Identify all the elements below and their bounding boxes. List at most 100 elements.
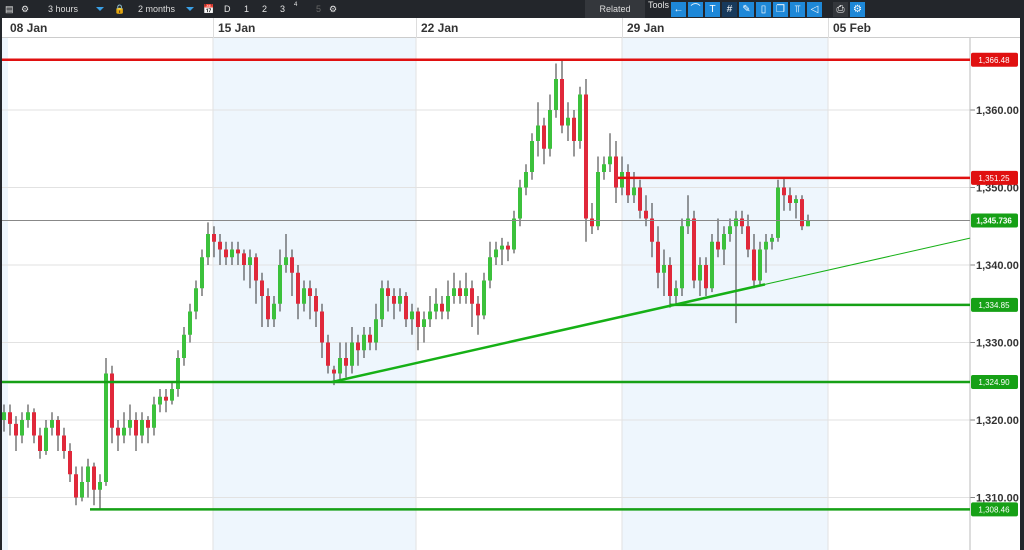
date-label: 05 Feb — [833, 21, 872, 35]
candle-body — [794, 199, 798, 203]
related-button[interactable]: Related — [585, 0, 645, 18]
candle — [518, 179, 522, 227]
candle-body — [158, 396, 162, 405]
candle-body — [140, 420, 144, 436]
grid-icon[interactable]: # — [722, 2, 737, 17]
candle — [566, 102, 570, 141]
period-3[interactable]: 3 — [280, 4, 286, 14]
candle-body — [44, 427, 48, 451]
candle-body — [272, 303, 276, 320]
candle-body — [650, 218, 654, 242]
candle-body — [602, 164, 606, 172]
level-badge — [971, 375, 1018, 390]
candle — [614, 141, 618, 203]
trend-line — [331, 283, 766, 384]
candle-body — [764, 241, 768, 250]
candle-body — [362, 334, 366, 351]
candle-body — [2, 412, 6, 420]
candle-body — [740, 218, 744, 227]
candle-body — [422, 319, 426, 327]
candle-body — [164, 396, 168, 401]
candle-body — [614, 156, 618, 188]
candle — [662, 249, 666, 296]
week-band — [0, 38, 8, 550]
settings-icon[interactable]: ⚙ — [850, 2, 865, 17]
candle-body — [290, 257, 294, 273]
layers-icon[interactable]: ❐ — [773, 2, 788, 17]
gear-icon[interactable]: ⚙ — [21, 4, 30, 14]
candle — [638, 179, 642, 219]
candle — [710, 234, 714, 293]
candle-body — [176, 358, 180, 389]
candle-body — [758, 249, 762, 281]
candle-icon[interactable]: ▯ — [756, 2, 771, 17]
calendar-icon[interactable]: 📅 — [203, 4, 215, 14]
candle-body — [476, 303, 480, 316]
candle — [452, 272, 456, 304]
candle-body — [692, 218, 696, 281]
candle — [188, 303, 192, 343]
candle — [626, 164, 630, 203]
candle-body — [284, 257, 288, 265]
candle — [794, 195, 798, 219]
candle-body — [770, 237, 774, 242]
print-icon[interactable]: ⎙ — [833, 2, 848, 17]
candle-body — [296, 272, 300, 304]
candle — [32, 408, 36, 444]
candle — [512, 210, 516, 254]
candle — [470, 280, 474, 327]
candle — [368, 327, 372, 351]
candle — [122, 412, 126, 444]
shape-icon[interactable]: ◁ — [807, 2, 822, 17]
level-badge-label: 1,351.25 — [978, 174, 1010, 183]
candle-body — [236, 249, 240, 254]
gear-icon[interactable]: ⚙ — [329, 4, 338, 14]
candle — [548, 94, 552, 157]
interval-select[interactable]: 3 hours — [42, 0, 108, 18]
candle — [290, 249, 294, 296]
candle — [776, 179, 780, 242]
back-arrow-icon[interactable]: ← — [671, 2, 686, 17]
range-select[interactable]: 2 months — [132, 0, 198, 18]
candle-body — [86, 466, 90, 482]
period-2[interactable]: 2 — [262, 4, 268, 14]
draw-icon[interactable]: ✎ — [739, 2, 754, 17]
fib-icon[interactable]: ⫪ — [790, 2, 805, 17]
candle — [692, 210, 696, 289]
price-chart[interactable]: 1,360.00 1,350.00 1,340.00 1,330.00 1,320.00… — [0, 38, 1020, 550]
candle — [302, 280, 306, 312]
candle — [476, 296, 480, 335]
candle — [728, 218, 732, 242]
period-5[interactable]: 5 — [316, 4, 322, 14]
candle-body — [14, 423, 18, 436]
candle — [344, 342, 348, 378]
period-d[interactable]: D — [224, 4, 231, 14]
period-1[interactable]: 1 — [244, 4, 250, 14]
candle-body — [518, 187, 522, 219]
lock-icon[interactable]: 🔒 — [114, 4, 126, 14]
level-badge — [971, 502, 1018, 517]
text-icon[interactable]: T — [705, 2, 720, 17]
candle-body — [374, 319, 378, 343]
candle-body — [398, 296, 402, 304]
candle — [38, 427, 42, 459]
candle — [266, 288, 270, 327]
candle-body — [182, 334, 186, 358]
candle-body — [350, 342, 354, 366]
candle — [686, 195, 690, 234]
candle-body — [62, 435, 66, 451]
candle-body — [638, 187, 642, 211]
candle — [524, 164, 528, 196]
period-4[interactable]: 4 — [294, 2, 298, 8]
candle-body — [368, 334, 372, 343]
curve-icon[interactable]: ⌒ — [688, 2, 703, 17]
candle — [770, 234, 774, 250]
candle — [242, 249, 246, 281]
candle-body — [578, 94, 582, 141]
right-border — [1020, 18, 1024, 550]
chart-menu-icon[interactable]: ▤ — [5, 4, 14, 14]
candle-body — [596, 172, 600, 227]
candle-body — [464, 288, 468, 296]
tools-label: Tools — [648, 0, 670, 10]
candle — [800, 195, 804, 231]
